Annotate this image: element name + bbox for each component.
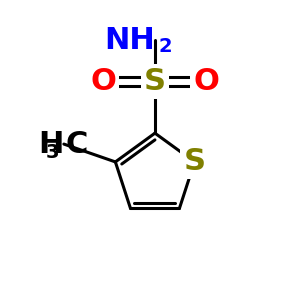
Text: 2: 2 (159, 38, 172, 56)
Text: H: H (38, 130, 64, 159)
Text: O: O (91, 67, 116, 96)
Text: S: S (184, 147, 206, 176)
Text: 3: 3 (45, 142, 59, 161)
Text: S: S (144, 67, 166, 96)
Text: C: C (66, 130, 88, 159)
Text: O: O (194, 67, 219, 96)
Text: NH: NH (104, 26, 155, 55)
